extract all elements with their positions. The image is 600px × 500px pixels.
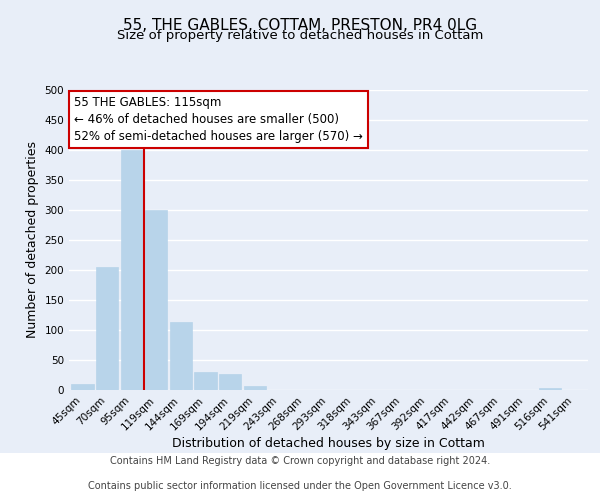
- Text: 55, THE GABLES, COTTAM, PRESTON, PR4 0LG: 55, THE GABLES, COTTAM, PRESTON, PR4 0LG: [123, 18, 477, 32]
- Bar: [244, 386, 266, 390]
- Bar: [219, 374, 241, 390]
- Text: Contains HM Land Registry data © Crown copyright and database right 2024.: Contains HM Land Registry data © Crown c…: [110, 456, 490, 466]
- X-axis label: Distribution of detached houses by size in Cottam: Distribution of detached houses by size …: [172, 438, 485, 450]
- Bar: [170, 322, 192, 390]
- Text: Size of property relative to detached houses in Cottam: Size of property relative to detached ho…: [117, 29, 483, 42]
- Bar: [121, 150, 143, 390]
- Bar: [96, 267, 118, 390]
- Text: 55 THE GABLES: 115sqm
← 46% of detached houses are smaller (500)
52% of semi-det: 55 THE GABLES: 115sqm ← 46% of detached …: [74, 96, 363, 143]
- Bar: [145, 210, 167, 390]
- Y-axis label: Number of detached properties: Number of detached properties: [26, 142, 39, 338]
- Bar: [71, 384, 94, 390]
- Bar: [539, 388, 561, 390]
- Text: Contains public sector information licensed under the Open Government Licence v3: Contains public sector information licen…: [88, 481, 512, 491]
- Bar: [194, 372, 217, 390]
